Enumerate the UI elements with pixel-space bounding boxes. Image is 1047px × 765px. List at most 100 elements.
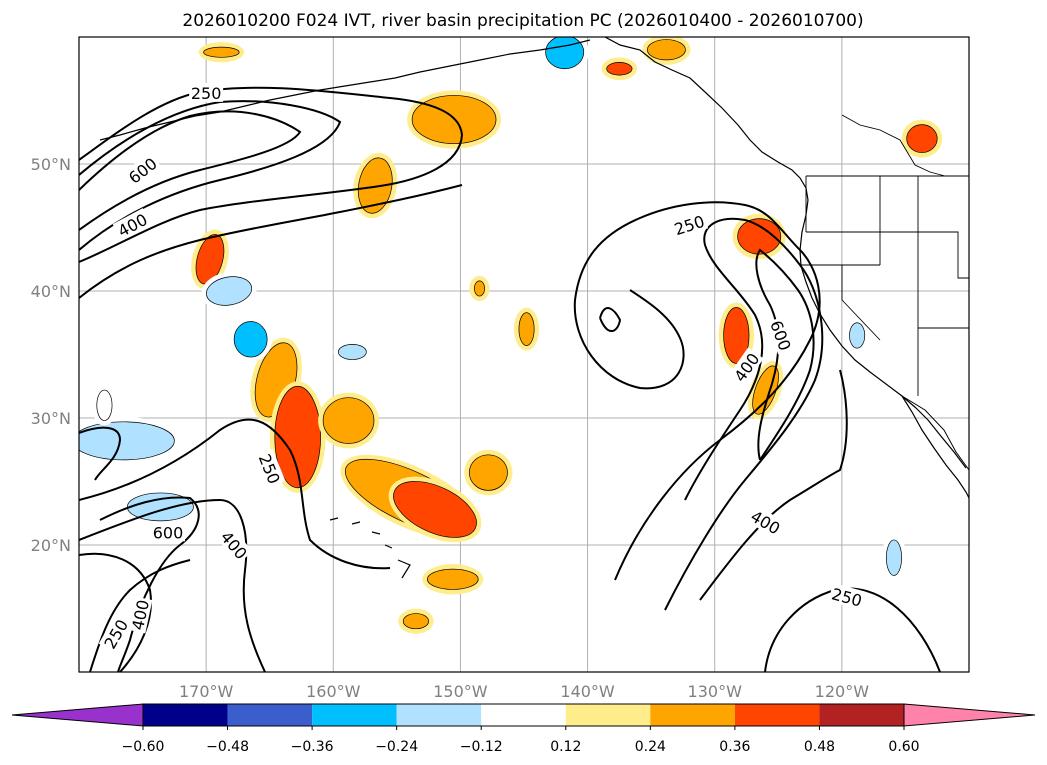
colorbar-segment bbox=[396, 704, 482, 726]
pc-negative-region bbox=[79, 416, 180, 465]
pc-positive-region bbox=[642, 37, 691, 65]
lon-tick-label: 140°W bbox=[560, 682, 615, 701]
ivt-contour-400-arc-east bbox=[664, 217, 824, 611]
us-state-borders bbox=[800, 176, 969, 396]
colorbar-segment bbox=[565, 704, 651, 726]
coastline-baja-gulf bbox=[915, 407, 967, 469]
colorbar-segment bbox=[227, 704, 313, 726]
colorbar-extend-high bbox=[903, 703, 1036, 727]
pc-positive-region bbox=[388, 476, 482, 543]
lat-tick-label: 30°N bbox=[31, 409, 71, 428]
chart-title: 2026010200 F024 IVT, river basin precipi… bbox=[182, 11, 863, 31]
ivt-contour-250-far-southwest bbox=[79, 552, 152, 672]
ivt-contour-400-southeast bbox=[699, 369, 848, 601]
colorbar-tick-label: −0.60 bbox=[122, 739, 165, 755]
contour-label-bg bbox=[151, 522, 185, 542]
pc-core bbox=[518, 312, 535, 346]
pc-core bbox=[126, 492, 194, 522]
lon-tick-label: 130°W bbox=[688, 682, 743, 701]
ivt-contour-250-arc-east bbox=[573, 201, 821, 581]
pc-core bbox=[203, 46, 240, 58]
pc-negative-region bbox=[91, 385, 118, 426]
pc-core bbox=[233, 321, 268, 358]
pc-positive-region bbox=[422, 564, 484, 595]
colorbar-segment bbox=[143, 704, 228, 726]
map-frame bbox=[78, 36, 970, 673]
colorbar-outline bbox=[142, 703, 905, 727]
pc-positive-region bbox=[718, 302, 755, 369]
pc-core bbox=[545, 37, 585, 70]
pc-positive-region bbox=[198, 42, 245, 63]
colorbar-tick-label: −0.12 bbox=[460, 739, 503, 755]
colorbar-segment bbox=[650, 704, 735, 726]
coastline-canada-interior bbox=[841, 114, 946, 177]
ivt-contour-250-southwest bbox=[79, 418, 391, 570]
ivt-contour-label: 600 bbox=[153, 523, 184, 542]
pc-core bbox=[402, 613, 429, 630]
pc-negative-region bbox=[844, 317, 870, 354]
contour-label-bg bbox=[766, 316, 797, 355]
contour-label-bg bbox=[255, 449, 286, 488]
pc-positive-region bbox=[901, 119, 943, 158]
pc-positive-region bbox=[469, 275, 490, 302]
ivt-contour-label: 250 bbox=[191, 84, 222, 103]
pc-core bbox=[357, 157, 393, 214]
pc-core bbox=[427, 568, 479, 590]
coastline-alaska-bc bbox=[604, 37, 809, 201]
pc-core bbox=[468, 454, 508, 491]
pc-negative-region bbox=[333, 339, 372, 365]
pc-core bbox=[322, 397, 375, 444]
pc-core bbox=[886, 539, 902, 576]
lon-tick-label: 160°W bbox=[306, 682, 361, 701]
lat-tick-label: 20°N bbox=[31, 536, 71, 555]
pc-core bbox=[79, 421, 175, 461]
ivt-contour-400-far-southwest bbox=[89, 559, 191, 672]
contour-label-bg bbox=[126, 596, 153, 634]
pc-core bbox=[96, 389, 113, 421]
coastline-alaska-south bbox=[394, 39, 591, 79]
pc-core bbox=[752, 365, 779, 415]
contour-label-bg bbox=[670, 210, 709, 239]
pc-core bbox=[393, 481, 477, 538]
colorbar bbox=[11, 703, 1036, 727]
pc-positive-region bbox=[464, 449, 513, 496]
contour-label-bg bbox=[123, 152, 162, 188]
colorbar-tick-label: 0.60 bbox=[888, 739, 919, 755]
pc-positive-region bbox=[513, 307, 540, 351]
colorbar-tick-label: −0.36 bbox=[291, 739, 334, 755]
pc-negative-region bbox=[201, 271, 257, 311]
ivt-contour-inner-hook bbox=[599, 307, 622, 332]
colorbar-tick-label: −0.24 bbox=[375, 739, 418, 755]
pc-positive-region bbox=[269, 381, 326, 493]
lon-tick-label: 150°W bbox=[433, 682, 488, 701]
lat-tick-label: 40°N bbox=[31, 282, 71, 301]
lon-tick-label: 120°W bbox=[815, 682, 870, 701]
colorbar-segment bbox=[481, 704, 566, 726]
contour-label-bg bbox=[216, 525, 253, 564]
contour-label-bg bbox=[112, 208, 152, 241]
colorbar-tick-label: 0.48 bbox=[804, 739, 835, 755]
pc-core bbox=[737, 218, 782, 255]
ivt-contour-600-arc-east bbox=[755, 248, 815, 461]
colorbar-tick-label: 0.12 bbox=[550, 739, 581, 755]
contour-label-bg bbox=[828, 583, 866, 611]
ivt-contour-label-group: 600 bbox=[151, 522, 185, 542]
contour-label-bg bbox=[728, 347, 764, 387]
ivt-contour-250-outer-pacific bbox=[79, 184, 463, 299]
pc-negative-region bbox=[540, 37, 589, 74]
pc-core bbox=[606, 62, 633, 76]
pc-negative-region bbox=[881, 534, 907, 581]
ivt-contour-600-southwest bbox=[99, 496, 200, 672]
colorbar-segment bbox=[819, 704, 904, 726]
colorbar-segment bbox=[312, 704, 397, 726]
coastlines bbox=[99, 37, 969, 579]
pc-positive-region bbox=[318, 392, 379, 449]
pc-core bbox=[646, 39, 686, 61]
contour-label-bg bbox=[189, 82, 224, 102]
colorbar-segment bbox=[734, 704, 820, 726]
coastline-mexico bbox=[901, 395, 969, 471]
pc-core bbox=[338, 343, 367, 360]
